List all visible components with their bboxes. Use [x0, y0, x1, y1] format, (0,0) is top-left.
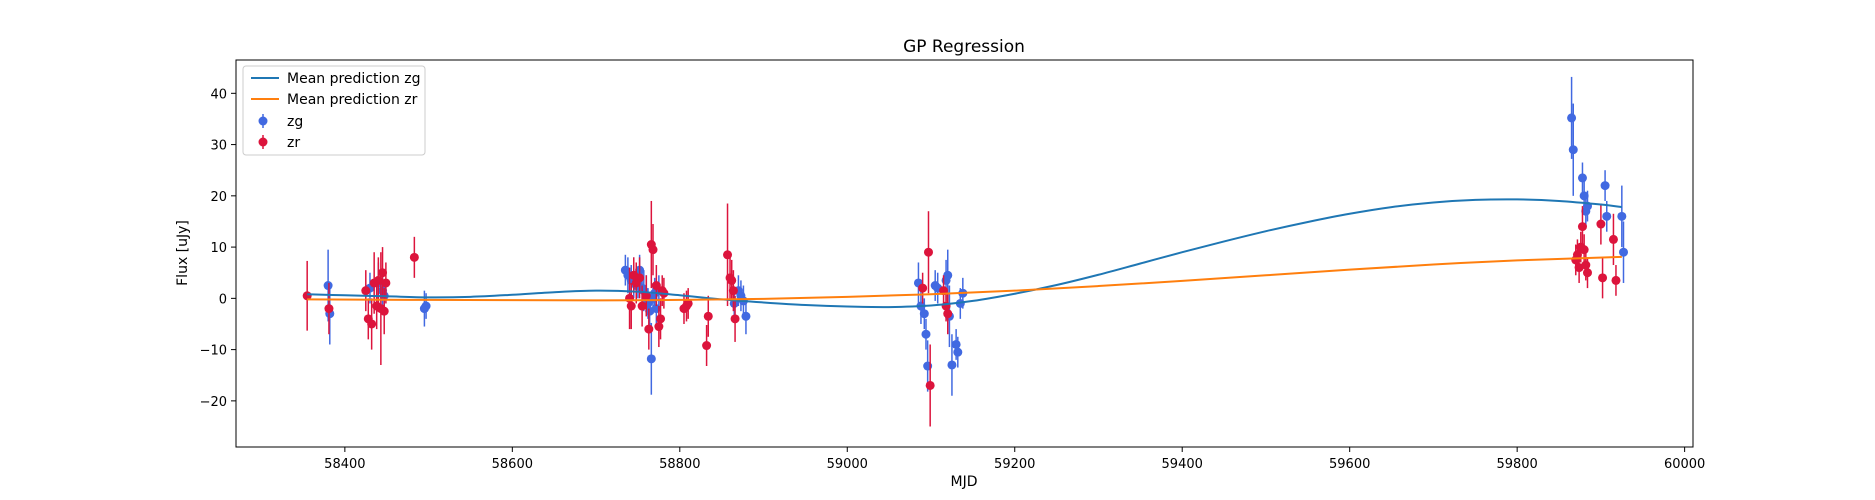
x-tick-label-59600: 59600: [1329, 457, 1370, 472]
point-zr-51: [1582, 268, 1592, 278]
point-zr-17: [635, 273, 645, 283]
point-zr-12: [409, 252, 419, 262]
y-tick-label-0: 0: [219, 292, 227, 307]
point-zg-52: [1602, 211, 1612, 221]
point-zg-32: [919, 309, 929, 319]
x-tick-label-58600: 58600: [492, 457, 533, 472]
legend-marker-zr: [258, 137, 268, 147]
point-zr-38: [918, 283, 928, 293]
point-zr-13: [625, 293, 635, 303]
point-zr-39: [923, 247, 933, 257]
point-zr-7: [373, 275, 383, 285]
point-zg-54: [1618, 247, 1628, 257]
point-zr-37: [730, 314, 740, 324]
point-zg-46: [1568, 145, 1578, 155]
point-zg-29: [741, 311, 751, 321]
point-zg-20: [646, 354, 656, 364]
point-zr-31: [702, 341, 712, 351]
point-zr-54: [1608, 234, 1618, 244]
x-tick-label-58400: 58400: [324, 457, 365, 472]
x-tick-label-59000: 59000: [827, 457, 868, 472]
point-zr-10: [379, 306, 389, 316]
point-zr-30: [683, 298, 693, 308]
mean-line-zg: [307, 198, 1622, 309]
point-zg-7: [421, 301, 431, 311]
point-zg-38: [943, 270, 953, 280]
point-zg-45: [1567, 113, 1577, 123]
point-zr-18: [637, 301, 647, 311]
x-tick-label-59200: 59200: [994, 457, 1035, 472]
point-zr-45: [1572, 250, 1582, 260]
x-tick-label-60000: 60000: [1664, 457, 1705, 472]
point-zr-24: [654, 322, 664, 332]
x-axis: 58400 58600 58800 59000 59200 59400 59600 59800…: [324, 447, 1705, 472]
y-tick-label-30: 30: [210, 139, 227, 154]
point-zr-25: [656, 314, 666, 324]
point-zg-53: [1617, 211, 1627, 221]
point-zr-23: [651, 281, 661, 291]
point-zr-36: [728, 286, 738, 296]
point-zr-35: [727, 275, 737, 285]
legend-label-zg: zg: [287, 114, 303, 130]
point-zr-2: [361, 286, 371, 296]
point-zr-55: [1611, 275, 1621, 285]
point-zr-52: [1596, 219, 1606, 229]
point-zr-11: [381, 278, 391, 288]
point-zg-42: [953, 347, 963, 357]
point-zr-33: [723, 250, 733, 260]
plot-frame: [235, 59, 1694, 448]
legend-label-zr: zr: [287, 135, 300, 151]
point-zr-43: [943, 309, 953, 319]
point-zr-20: [644, 324, 654, 334]
point-zr-32: [703, 311, 713, 321]
point-zg-33: [921, 329, 931, 339]
y-tick-label-40: 40: [210, 87, 227, 102]
plot-area: [302, 76, 1628, 427]
point-zr-22: [648, 245, 658, 255]
y-axis: −20 −10 0 10 20 30 40: [200, 87, 236, 410]
legend-label-zr-line: Mean prediction zr: [287, 92, 418, 108]
point-zr-19: [641, 291, 651, 301]
point-zg-41: [951, 339, 961, 349]
y-axis-label: Flux [uJy]: [175, 220, 191, 286]
chart-title: GP Regression: [903, 37, 1025, 57]
y-tick-label-20: 20: [210, 190, 227, 205]
point-zr-9: [378, 268, 388, 278]
y-tick-label--10: −10: [200, 344, 227, 359]
legend-label-zg-line: Mean prediction zg: [287, 71, 421, 87]
point-zr-48: [1577, 222, 1587, 232]
mean-line-zr: [307, 255, 1622, 302]
legend-marker-zg: [258, 116, 268, 126]
legend-box: [242, 65, 426, 156]
point-zg-48: [1579, 191, 1589, 201]
point-zg-51: [1600, 181, 1610, 191]
x-tick-label-59800: 59800: [1496, 457, 1537, 472]
x-tick-label-58800: 58800: [659, 457, 700, 472]
point-zr-49: [1579, 245, 1589, 255]
point-zg-40: [947, 360, 957, 370]
point-zr-50: [1581, 260, 1591, 270]
x-axis-label: MJD: [951, 474, 978, 490]
point-zr-53: [1598, 273, 1608, 283]
point-zr-40: [925, 380, 935, 390]
y-tick-label-10: 10: [210, 241, 227, 256]
point-zr-4: [367, 319, 377, 329]
legend: Mean prediction zg Mean prediction zr zg…: [242, 65, 426, 156]
y-tick-label--20: −20: [200, 395, 227, 410]
point-zr-14: [626, 301, 636, 311]
point-zr-1: [324, 304, 334, 314]
point-zg-0: [323, 281, 333, 291]
x-tick-label-59400: 59400: [1162, 457, 1203, 472]
point-zg-47: [1577, 173, 1587, 183]
